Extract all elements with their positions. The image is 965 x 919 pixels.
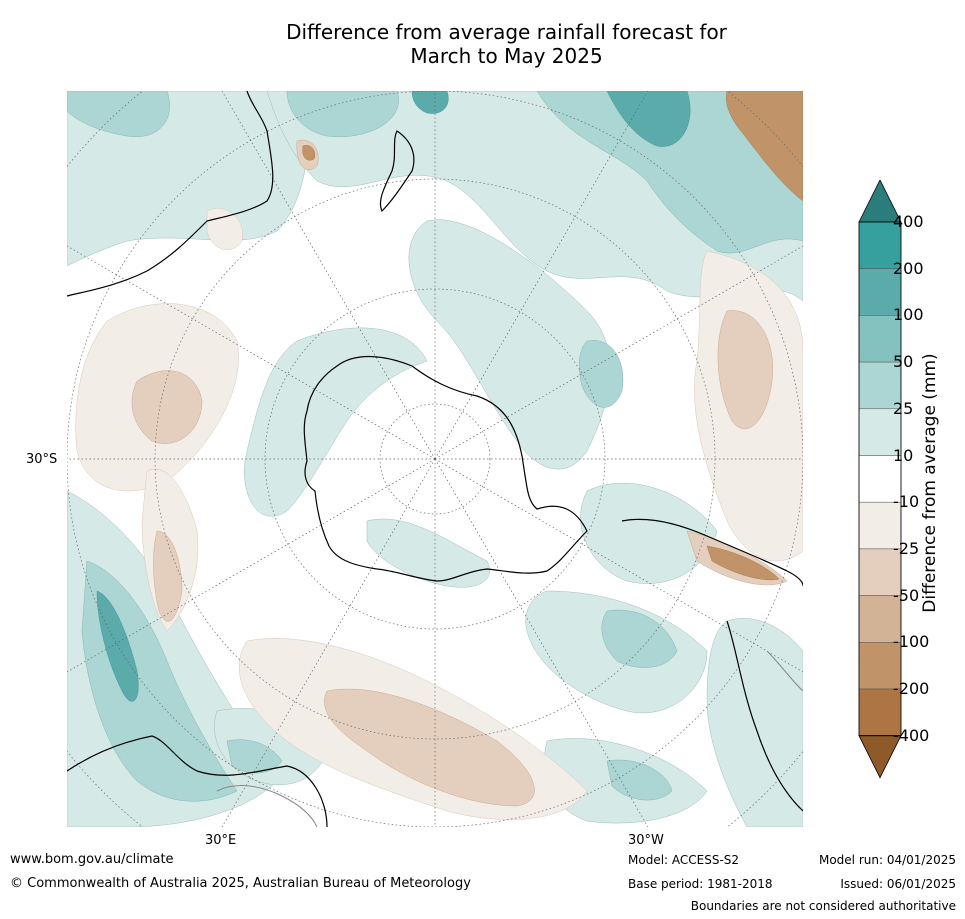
footer-website[interactable]: www.bom.gov.au/climate xyxy=(10,852,174,867)
colorbar-segment xyxy=(858,315,902,363)
south-america-coast xyxy=(621,518,803,587)
map-svg xyxy=(67,91,803,827)
colorbar-segment xyxy=(858,642,902,690)
colorbar-segment xyxy=(858,688,902,736)
footer-copyright: © Commonwealth of Australia 2025, Austra… xyxy=(10,876,471,891)
colorbar-tick-label: 200 xyxy=(893,258,924,278)
colorbar-tick-label: -25 xyxy=(893,538,920,558)
australia-coast xyxy=(67,91,274,297)
new-zealand-coast xyxy=(379,130,415,213)
graticule xyxy=(67,91,803,827)
footer-issued: Issued: 06/01/2025 xyxy=(840,877,956,891)
colorbar-tick-label: 25 xyxy=(893,398,914,418)
lon-label-30w: 30°W xyxy=(628,833,664,848)
colorbar-tick-label: -50 xyxy=(893,585,920,605)
africa-coast xyxy=(67,735,328,827)
map-title: Difference from average rainfall forecas… xyxy=(0,20,965,68)
footer-model-run: Model run: 04/01/2025 xyxy=(818,853,956,867)
dark-brown-regions xyxy=(302,91,803,581)
footer-model: Model: ACCESS-S2 xyxy=(628,853,740,867)
title-line-2: March to May 2025 xyxy=(410,44,603,68)
dark-teal-regions xyxy=(96,91,691,702)
borders xyxy=(216,650,803,827)
colorbar-tick-label: -200 xyxy=(893,679,930,698)
colorbar-tick-label: 50 xyxy=(893,352,914,372)
colorbar-tick-label: 10 xyxy=(893,445,914,465)
lat-label-30s: 30°S xyxy=(26,452,58,467)
antarctica-coast xyxy=(303,356,588,582)
colorbar-title: Difference from average (mm) xyxy=(920,353,940,613)
colorbar-tick-label: 100 xyxy=(893,305,924,325)
lon-label-30e: 30°E xyxy=(205,833,237,848)
colorbar-segment xyxy=(858,455,902,503)
footer-base-period: Base period: 1981-2018 xyxy=(628,877,773,891)
colorbar-segment xyxy=(858,268,902,316)
colorbar-tick-label: -400 xyxy=(893,725,930,745)
colorbar-svg xyxy=(858,180,902,779)
coastlines xyxy=(67,91,803,827)
colorbar-tick-label: -100 xyxy=(893,632,930,652)
title-line-1: Difference from average rainfall forecas… xyxy=(286,20,727,44)
footer-disclaimer: Boundaries are not considered authoritat… xyxy=(690,899,956,913)
colorbar-segment xyxy=(858,361,902,410)
rainfall-map xyxy=(67,91,803,827)
colorbar-tick-label: -10 xyxy=(893,492,920,512)
medium-brown-regions xyxy=(131,139,788,807)
south-america-east xyxy=(726,620,803,812)
colorbar-tick-label: 400 xyxy=(893,212,924,231)
